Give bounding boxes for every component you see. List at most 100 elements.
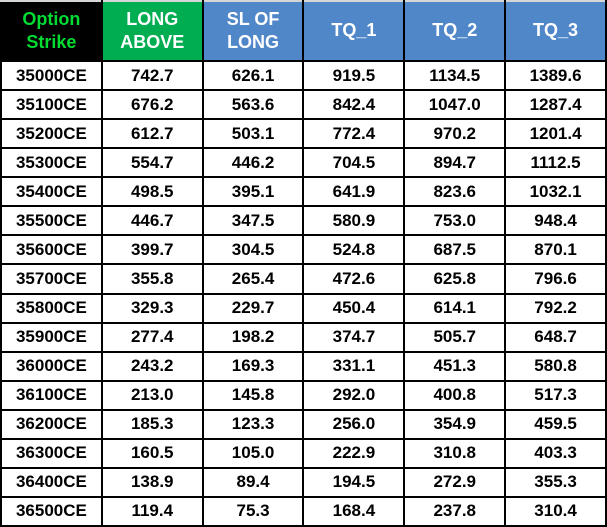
value-cell[interactable]: 331.1: [302, 350, 406, 382]
value-cell[interactable]: 310.8: [403, 437, 507, 469]
value-cell[interactable]: 823.6: [403, 176, 507, 208]
value-cell[interactable]: 648.7: [504, 321, 607, 353]
header-sl-of-long[interactable]: SL OF LONG: [201, 0, 305, 62]
value-cell[interactable]: 237.8: [403, 495, 507, 527]
strike-cell[interactable]: 36400CE: [0, 466, 103, 498]
header-long-above[interactable]: LONG ABOVE: [100, 0, 204, 62]
value-cell[interactable]: 503.1: [201, 118, 305, 150]
value-cell[interactable]: 687.5: [403, 234, 507, 266]
value-cell[interactable]: 472.6: [302, 263, 406, 295]
value-cell[interactable]: 970.2: [403, 118, 507, 150]
value-cell[interactable]: 498.5: [100, 176, 204, 208]
value-cell[interactable]: 403.3: [504, 437, 607, 469]
value-cell[interactable]: 459.5: [504, 408, 607, 440]
value-cell[interactable]: 563.6: [201, 89, 305, 121]
value-cell[interactable]: 870.1: [504, 234, 607, 266]
value-cell[interactable]: 753.0: [403, 205, 507, 237]
header-tq-2[interactable]: TQ_2: [403, 0, 507, 62]
value-cell[interactable]: 374.7: [302, 321, 406, 353]
value-cell[interactable]: 123.3: [201, 408, 305, 440]
value-cell[interactable]: 451.3: [403, 350, 507, 382]
value-cell[interactable]: 450.4: [302, 292, 406, 324]
strike-cell[interactable]: 35900CE: [0, 321, 103, 353]
value-cell[interactable]: 399.7: [100, 234, 204, 266]
value-cell[interactable]: 198.2: [201, 321, 305, 353]
value-cell[interactable]: 138.9: [100, 466, 204, 498]
value-cell[interactable]: 704.5: [302, 147, 406, 179]
strike-cell[interactable]: 35000CE: [0, 59, 103, 92]
value-cell[interactable]: 310.4: [504, 495, 607, 527]
strike-cell[interactable]: 35500CE: [0, 205, 103, 237]
value-cell[interactable]: 243.2: [100, 350, 204, 382]
value-cell[interactable]: 792.2: [504, 292, 607, 324]
value-cell[interactable]: 395.1: [201, 176, 305, 208]
value-cell[interactable]: 612.7: [100, 118, 204, 150]
value-cell[interactable]: 355.3: [504, 466, 607, 498]
value-cell[interactable]: 1047.0: [403, 89, 507, 121]
value-cell[interactable]: 625.8: [403, 263, 507, 295]
value-cell[interactable]: 160.5: [100, 437, 204, 469]
strike-cell[interactable]: 36200CE: [0, 408, 103, 440]
value-cell[interactable]: 446.7: [100, 205, 204, 237]
strike-cell[interactable]: 35400CE: [0, 176, 103, 208]
header-option-strike[interactable]: Option Strike: [0, 0, 103, 62]
value-cell[interactable]: 1032.1: [504, 176, 607, 208]
value-cell[interactable]: 265.4: [201, 263, 305, 295]
value-cell[interactable]: 1389.6: [504, 59, 607, 92]
value-cell[interactable]: 119.4: [100, 495, 204, 527]
value-cell[interactable]: 75.3: [201, 495, 305, 527]
value-cell[interactable]: 919.5: [302, 59, 406, 92]
value-cell[interactable]: 400.8: [403, 379, 507, 411]
value-cell[interactable]: 256.0: [302, 408, 406, 440]
value-cell[interactable]: 354.9: [403, 408, 507, 440]
value-cell[interactable]: 626.1: [201, 59, 305, 92]
value-cell[interactable]: 145.8: [201, 379, 305, 411]
value-cell[interactable]: 505.7: [403, 321, 507, 353]
value-cell[interactable]: 347.5: [201, 205, 305, 237]
value-cell[interactable]: 222.9: [302, 437, 406, 469]
value-cell[interactable]: 1112.5: [504, 147, 607, 179]
value-cell[interactable]: 89.4: [201, 466, 305, 498]
value-cell[interactable]: 742.7: [100, 59, 204, 92]
value-cell[interactable]: 894.7: [403, 147, 507, 179]
value-cell[interactable]: 292.0: [302, 379, 406, 411]
value-cell[interactable]: 185.3: [100, 408, 204, 440]
value-cell[interactable]: 213.0: [100, 379, 204, 411]
value-cell[interactable]: 277.4: [100, 321, 204, 353]
strike-cell[interactable]: 35200CE: [0, 118, 103, 150]
value-cell[interactable]: 169.3: [201, 350, 305, 382]
value-cell[interactable]: 524.8: [302, 234, 406, 266]
value-cell[interactable]: 554.7: [100, 147, 204, 179]
value-cell[interactable]: 446.2: [201, 147, 305, 179]
value-cell[interactable]: 614.1: [403, 292, 507, 324]
strike-cell[interactable]: 35300CE: [0, 147, 103, 179]
header-tq-3[interactable]: TQ_3: [504, 0, 607, 62]
header-tq-1[interactable]: TQ_1: [302, 0, 406, 62]
strike-cell[interactable]: 36500CE: [0, 495, 103, 527]
value-cell[interactable]: 796.6: [504, 263, 607, 295]
value-cell[interactable]: 1134.5: [403, 59, 507, 92]
strike-cell[interactable]: 36300CE: [0, 437, 103, 469]
value-cell[interactable]: 580.9: [302, 205, 406, 237]
value-cell[interactable]: 272.9: [403, 466, 507, 498]
strike-cell[interactable]: 35600CE: [0, 234, 103, 266]
value-cell[interactable]: 842.4: [302, 89, 406, 121]
value-cell[interactable]: 355.8: [100, 263, 204, 295]
strike-cell[interactable]: 35700CE: [0, 263, 103, 295]
value-cell[interactable]: 194.5: [302, 466, 406, 498]
strike-cell[interactable]: 36000CE: [0, 350, 103, 382]
strike-cell[interactable]: 36100CE: [0, 379, 103, 411]
value-cell[interactable]: 1287.4: [504, 89, 607, 121]
value-cell[interactable]: 229.7: [201, 292, 305, 324]
value-cell[interactable]: 580.8: [504, 350, 607, 382]
value-cell[interactable]: 948.4: [504, 205, 607, 237]
value-cell[interactable]: 676.2: [100, 89, 204, 121]
value-cell[interactable]: 168.4: [302, 495, 406, 527]
value-cell[interactable]: 105.0: [201, 437, 305, 469]
value-cell[interactable]: 772.4: [302, 118, 406, 150]
value-cell[interactable]: 304.5: [201, 234, 305, 266]
strike-cell[interactable]: 35100CE: [0, 89, 103, 121]
value-cell[interactable]: 641.9: [302, 176, 406, 208]
value-cell[interactable]: 329.3: [100, 292, 204, 324]
strike-cell[interactable]: 35800CE: [0, 292, 103, 324]
